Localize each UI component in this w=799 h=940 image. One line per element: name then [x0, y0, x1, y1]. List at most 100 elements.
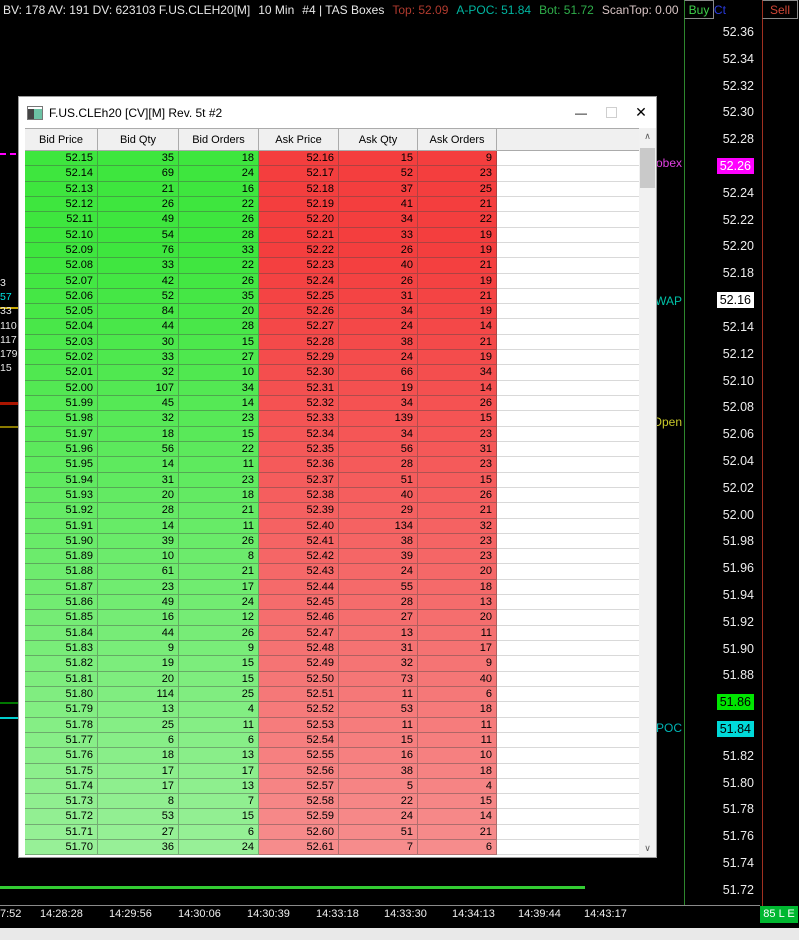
- column-header-ask-price[interactable]: Ask Price: [259, 129, 339, 150]
- empty-cell: [497, 686, 639, 703]
- depth-row-51.91[interactable]: 51.91 14 11 52.40 134 32: [25, 518, 639, 534]
- depth-row-51.99[interactable]: 51.99 45 14 52.32 34 26: [25, 396, 639, 412]
- ladder-price-51.90[interactable]: 51.90: [722, 641, 754, 656]
- buy-button[interactable]: Buy: [684, 0, 714, 19]
- depth-row-52.08[interactable]: 52.08 33 22 52.23 40 21: [25, 258, 639, 274]
- ladder-price-52.26[interactable]: 52.26: [684, 158, 754, 175]
- close-button[interactable]: ✕: [635, 104, 647, 120]
- column-header-bid-qty[interactable]: Bid Qty: [98, 129, 179, 150]
- ladder-price-52.14[interactable]: 52.14: [722, 319, 754, 334]
- column-header-ask-orders[interactable]: Ask Orders: [418, 129, 497, 150]
- ladder-price-52.34[interactable]: 52.34: [722, 51, 754, 66]
- ladder-price-51.92[interactable]: 51.92: [722, 614, 754, 629]
- depth-row-51.84[interactable]: 51.84 44 26 52.47 13 11: [25, 625, 639, 641]
- depth-row-51.72[interactable]: 51.72 53 15 52.59 24 14: [25, 809, 639, 825]
- maximize-button[interactable]: [596, 97, 626, 128]
- ladder-price-52.20[interactable]: 52.20: [722, 239, 754, 254]
- ladder-price-51.84[interactable]: 51.84: [684, 721, 754, 738]
- ladder-price-52.22[interactable]: 52.22: [722, 212, 754, 227]
- depth-row-51.85[interactable]: 51.85 16 12 52.46 27 20: [25, 610, 639, 626]
- depth-row-52.01[interactable]: 52.01 32 10 52.30 66 34: [25, 365, 639, 381]
- depth-row-52.10[interactable]: 52.10 54 28 52.21 33 19: [25, 227, 639, 243]
- depth-row-52.03[interactable]: 52.03 30 15 52.28 38 21: [25, 334, 639, 351]
- depth-row-51.77[interactable]: 51.77 6 6 52.54 15 11: [25, 732, 639, 749]
- depth-row-51.73[interactable]: 51.73 8 7 52.58 22 15: [25, 794, 639, 810]
- ladder-price-51.74[interactable]: 51.74: [722, 856, 754, 871]
- ladder-price-51.86[interactable]: 51.86: [684, 694, 754, 711]
- ladder-price-52.08[interactable]: 52.08: [722, 400, 754, 415]
- depth-row-52.11[interactable]: 52.11 49 26 52.20 34 22: [25, 212, 639, 228]
- ladder-price-51.94[interactable]: 51.94: [722, 588, 754, 602]
- ladder-price-51.96[interactable]: 51.96: [722, 561, 754, 576]
- ask-cell: 52.56: [259, 763, 339, 779]
- depth-row-51.88[interactable]: 51.88 61 21 52.43 24 20: [25, 564, 639, 580]
- ladder-price-51.82[interactable]: 51.82: [722, 748, 754, 763]
- time-label-1: 14:28:28: [40, 908, 83, 920]
- ladder-price-51.80[interactable]: 51.80: [722, 775, 754, 790]
- depth-row-51.75[interactable]: 51.75 17 17 52.56 38 18: [25, 763, 639, 779]
- depth-row-51.82[interactable]: 51.82 19 15 52.49 32 9: [25, 656, 639, 672]
- depth-row-51.71[interactable]: 51.71 27 6 52.60 51 21: [25, 824, 639, 841]
- minimize-button[interactable]: —: [575, 105, 587, 120]
- depth-row-51.74[interactable]: 51.74 17 13 52.57 5 4: [25, 778, 639, 795]
- depth-row-51.81[interactable]: 51.81 20 15 52.50 73 40: [25, 671, 639, 687]
- ladder-price-51.88[interactable]: 51.88: [722, 668, 754, 683]
- ladder-price-51.76[interactable]: 51.76: [722, 829, 754, 844]
- ladder-price-51.98[interactable]: 51.98: [722, 534, 754, 549]
- depth-row-52.15[interactable]: 52.15 35 18 52.16 15 9: [25, 151, 639, 167]
- ladder-price-52.10[interactable]: 52.10: [722, 373, 754, 388]
- depth-row-51.83[interactable]: 51.83 9 9 52.48 31 17: [25, 641, 639, 657]
- ladder-price-52.16[interactable]: 52.16: [684, 292, 754, 309]
- column-header-bid-price[interactable]: Bid Price: [25, 129, 98, 150]
- ladder-price-52.04[interactable]: 52.04: [722, 453, 754, 468]
- ladder-price-51.72[interactable]: 51.72: [722, 882, 754, 897]
- column-header-bid-orders[interactable]: Bid Orders: [179, 129, 259, 150]
- scrollbar[interactable]: ∧ ∨: [639, 128, 656, 857]
- window-titlebar[interactable]: F.US.CLEh20 [CV][M] Rev. 5t #2 — ✕: [19, 97, 656, 128]
- depth-row-51.90[interactable]: 51.90 39 26 52.41 38 23: [25, 533, 639, 550]
- depth-row-52.05[interactable]: 52.05 84 20 52.26 34 19: [25, 304, 639, 320]
- depth-row-52.02[interactable]: 52.02 33 27 52.29 24 19: [25, 350, 639, 366]
- ladder-price-52.36[interactable]: 52.36: [722, 25, 754, 39]
- depth-row-51.93[interactable]: 51.93 20 18 52.38 40 26: [25, 487, 639, 504]
- depth-row-51.79[interactable]: 51.79 13 4 52.52 53 18: [25, 702, 639, 718]
- bid-cell: 51.99: [25, 396, 98, 412]
- depth-row-51.96[interactable]: 51.96 56 22 52.35 56 31: [25, 441, 639, 458]
- depth-row-52.07[interactable]: 52.07 42 26 52.24 26 19: [25, 273, 639, 289]
- ladder-price-52.00[interactable]: 52.00: [722, 507, 754, 522]
- depth-row-51.94[interactable]: 51.94 31 23 52.37 51 15: [25, 472, 639, 488]
- depth-row-52.14[interactable]: 52.14 69 24 52.17 52 23: [25, 166, 639, 182]
- depth-row-51.95[interactable]: 51.95 14 11 52.36 28 23: [25, 457, 639, 473]
- ladder-price-51.78[interactable]: 51.78: [722, 802, 754, 817]
- depth-row-51.98[interactable]: 51.98 32 23 52.33 139 15: [25, 411, 639, 427]
- depth-row-51.70[interactable]: 51.70 36 24 52.61 7 6: [25, 840, 639, 856]
- scroll-down-icon[interactable]: ∨: [644, 843, 651, 853]
- ladder-price-52.24[interactable]: 52.24: [722, 185, 754, 200]
- depth-row-52.13[interactable]: 52.13 21 16 52.18 37 25: [25, 181, 639, 197]
- depth-row-52.06[interactable]: 52.06 52 35 52.25 31 21: [25, 288, 639, 305]
- ladder-price-52.12[interactable]: 52.12: [722, 346, 754, 361]
- ladder-price-52.30[interactable]: 52.30: [722, 105, 754, 120]
- ladder-price-52.02[interactable]: 52.02: [722, 480, 754, 495]
- ladder-price-52.32[interactable]: 52.32: [722, 78, 754, 93]
- ladder-price-52.06[interactable]: 52.06: [722, 427, 754, 442]
- depth-row-51.80[interactable]: 51.80 114 25 52.51 11 6: [25, 686, 639, 703]
- scrollbar-thumb[interactable]: [640, 148, 655, 188]
- column-header-ask-qty[interactable]: Ask Qty: [339, 129, 418, 150]
- depth-row-51.89[interactable]: 51.89 10 8 52.42 39 23: [25, 549, 639, 565]
- depth-row-51.78[interactable]: 51.78 25 11 52.53 11 11: [25, 717, 639, 733]
- depth-row-51.97[interactable]: 51.97 18 15 52.34 34 23: [25, 426, 639, 442]
- depth-row-52.04[interactable]: 52.04 44 28 52.27 24 14: [25, 319, 639, 335]
- depth-row-52.00[interactable]: 52.00 107 34 52.31 19 14: [25, 380, 639, 396]
- depth-row-52.09[interactable]: 52.09 76 33 52.22 26 19: [25, 242, 639, 259]
- depth-row-51.76[interactable]: 51.76 18 13 52.55 16 10: [25, 748, 639, 764]
- depth-row-51.92[interactable]: 51.92 28 21 52.39 29 21: [25, 503, 639, 519]
- ladder-price-52.18[interactable]: 52.18: [722, 266, 754, 281]
- scroll-up-icon[interactable]: ∧: [644, 131, 651, 141]
- empty-cell: [497, 411, 639, 427]
- depth-row-52.12[interactable]: 52.12 26 22 52.19 41 21: [25, 196, 639, 213]
- sell-button[interactable]: Sell: [762, 0, 798, 19]
- depth-row-51.87[interactable]: 51.87 23 17 52.44 55 18: [25, 579, 639, 596]
- depth-row-51.86[interactable]: 51.86 49 24 52.45 28 13: [25, 595, 639, 611]
- ladder-price-52.28[interactable]: 52.28: [722, 132, 754, 147]
